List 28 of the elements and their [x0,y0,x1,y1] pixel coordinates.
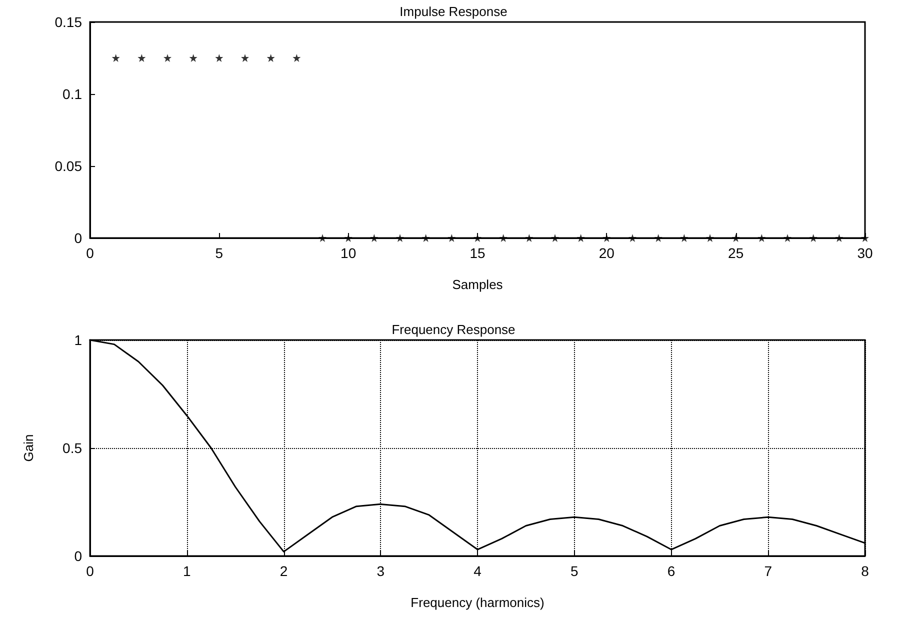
chart-title: Frequency Response [392,322,516,337]
x-axis-title: Frequency (harmonics) [410,595,544,610]
x-tick-label: 8 [861,563,870,579]
x-tick-label: 4 [474,563,482,579]
y-tick-label: 0.1 [62,86,82,102]
y-tick-label: 0 [74,230,82,246]
x-tick-label: 5 [215,245,224,261]
y-tick-label: 1 [74,332,82,348]
x-tick-label: 5 [570,563,578,579]
x-tick-label: 1 [182,563,191,579]
y-axis-title: Gain [21,434,36,462]
x-tick-label: 30 [857,245,873,261]
y-tick-label: 0.15 [54,14,82,30]
x-tick-label: 7 [764,563,772,579]
x-tick-label: 6 [667,563,676,579]
x-tick-label: 10 [340,245,356,261]
y-tick-label: 0.5 [62,440,82,456]
x-tick-label: 2 [280,563,288,579]
y-tick-label: 0.05 [54,158,82,174]
chart-title: Impulse Response [400,4,508,19]
x-tick-label: 25 [728,245,744,261]
x-tick-label: 0 [86,245,94,261]
x-tick-label: 20 [598,245,615,261]
x-tick-label: 15 [470,245,486,261]
x-axis-title: Samples [452,277,504,292]
x-tick-label: 3 [376,563,385,579]
x-tick-label: 0 [86,563,94,579]
y-tick-label: 0 [74,548,82,564]
